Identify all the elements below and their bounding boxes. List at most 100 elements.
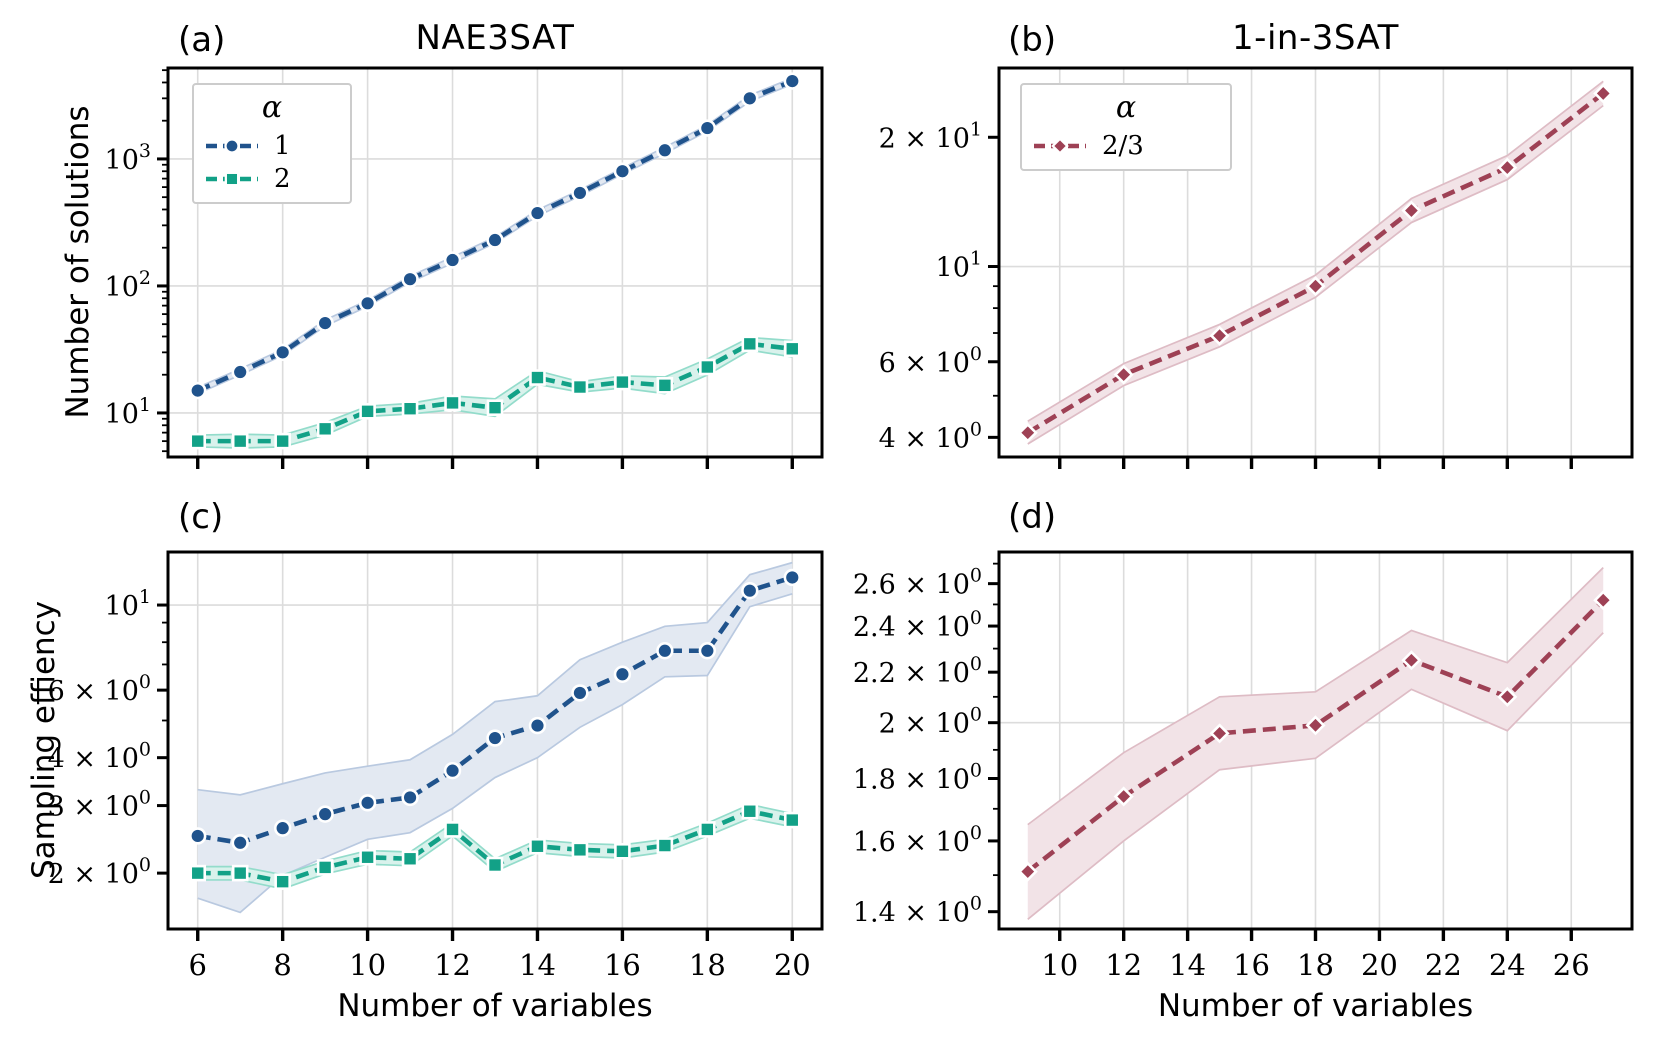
x-axis-label-right: Number of variables (1157, 988, 1474, 1024)
tick-label: 22 (1425, 948, 1462, 982)
legend-panel-a: α 1 2 (192, 83, 352, 204)
data-point-marker-square (444, 394, 461, 412)
data-point-marker-circle (741, 89, 759, 108)
y-axis-label-sampling-efficiency: Sampling effiency (26, 600, 62, 880)
band-edge-lower (1027, 104, 1604, 445)
tick-label: 102 (105, 267, 151, 303)
data-point-marker-circle (189, 827, 207, 845)
data-point-marker-circle (741, 581, 759, 600)
tick-label: 12 (1105, 948, 1142, 982)
data-point-marker-circle (358, 294, 377, 313)
panel-c-plot: 6 8 10 12 14 16 18 20 101 6 × 100 4 × 100 3 × 100 2 … (48, 550, 824, 982)
data-point-marker-circle (698, 119, 717, 137)
data-point-marker-circle (698, 642, 717, 660)
data-point-marker-circle (571, 184, 589, 202)
data-point-marker-square (656, 377, 674, 394)
tick-label: 4 × 100 (48, 739, 151, 775)
legend-a-label-1: 1 (274, 130, 291, 161)
axes-spines (166, 66, 824, 459)
data-point-marker-circle (316, 314, 334, 332)
axes-spines (997, 66, 1634, 459)
axes-spines (997, 550, 1634, 931)
data-point-marker-circle (273, 819, 292, 837)
panel-b-plot: 2 × 101 101 6 × 100 4 × 100 (879, 66, 1634, 469)
data-point-marker-square (231, 864, 249, 882)
data-point-marker-square (614, 842, 631, 860)
panel-a-plot: 103 102 101 (105, 66, 824, 469)
data-point-marker-circle (443, 761, 462, 780)
tick-label: 16 (1233, 948, 1270, 982)
data-point-marker-square (699, 821, 716, 838)
legend-b-label-2-3: 2/3 (1102, 130, 1144, 161)
data-point-marker-square (656, 837, 674, 854)
axes-spines (166, 550, 824, 931)
tick-label: 14 (519, 948, 556, 982)
data-point-marker-diamond (1113, 364, 1134, 385)
data-point-marker-square (741, 335, 759, 353)
tick-label: 3 × 100 (48, 787, 151, 823)
data-point-marker-circle (224, 137, 240, 154)
tick-label: 6 × 100 (48, 671, 151, 707)
data-point-marker-square (741, 802, 759, 820)
uncertainty-band (197, 804, 793, 889)
tick-label: 20 (1361, 948, 1398, 982)
data-point-marker-square (231, 432, 249, 450)
data-point-marker-square (359, 848, 376, 866)
data-point-marker-diamond (1017, 861, 1038, 882)
panel-d-series-alpha-2-3 (1017, 566, 1614, 920)
column-title-nae3sat: NAE3SAT (415, 18, 575, 58)
data-point-marker-square (529, 369, 546, 386)
data-point-marker-circle (231, 834, 249, 852)
data-point-marker-circle (656, 642, 674, 660)
data-point-marker-square (529, 837, 546, 855)
tick-label: 1.8 × 100 (853, 760, 982, 796)
data-point-marker-square (486, 399, 504, 416)
band-edge-lower (197, 349, 793, 449)
tick-label: 8 (273, 948, 291, 982)
panel-d-plot: 10 12 14 16 18 20 22 24 26 2.6 × 100 2.4 × 100 2.2 … (853, 550, 1634, 982)
data-point-marker-circle (358, 794, 377, 812)
legend-b-entry-2-3: 2/3 (1032, 133, 1220, 159)
legend-swatch-alpha-2 (206, 171, 258, 186)
x-axis-label-left: Number of variables (337, 988, 653, 1024)
tick-label: 2.2 × 100 (853, 653, 982, 689)
panel-a-series-alpha-2 (189, 335, 801, 450)
legend-swatch-alpha-2-3 (1034, 136, 1086, 155)
panel-a-series-alpha-1 (189, 72, 801, 400)
data-point-marker-diamond (1497, 157, 1518, 178)
panel-d-ticks: 10 12 14 16 18 20 22 24 26 2.6 × 100 2.4 × 100 2.2 … (853, 562, 1590, 982)
data-point-marker-circle (571, 684, 589, 702)
data-point-marker-diamond (1401, 650, 1422, 671)
tick-label: 16 (604, 948, 641, 982)
data-point-marker-diamond (1305, 276, 1326, 297)
data-point-marker-diamond (1593, 83, 1614, 104)
data-point-marker-circle (656, 141, 674, 159)
data-point-marker-square (571, 378, 589, 396)
panel-c-series-alpha-1 (189, 561, 801, 914)
legend-a-label-2: 2 (274, 163, 291, 194)
data-point-marker-circle (401, 788, 419, 807)
tick-label: 101 (105, 394, 151, 430)
data-point-marker-circle (443, 251, 462, 269)
data-point-marker-square (274, 873, 291, 890)
data-point-marker-square (444, 821, 461, 838)
data-point-marker-diamond (1017, 422, 1038, 443)
data-point-marker-circle (613, 665, 632, 683)
data-point-marker-circle (783, 568, 801, 587)
data-point-marker-diamond (1051, 136, 1069, 155)
band-edge-upper (1027, 80, 1604, 423)
tick-label: 2 × 100 (879, 704, 982, 740)
panel-b-ticks: 2 × 101 101 6 × 100 4 × 100 (879, 118, 1573, 469)
data-point-marker-circle (486, 729, 504, 747)
data-point-marker-circle (528, 204, 547, 222)
tick-label: 6 (189, 948, 207, 982)
column-title-1in3sat: 1-in-3SAT (1232, 18, 1399, 58)
panel-letter-d: (d) (1008, 497, 1057, 537)
band-edge-lower (1027, 632, 1604, 920)
tick-label: 6 × 100 (879, 343, 982, 379)
data-point-marker-square (401, 850, 419, 868)
tick-label: 2.4 × 100 (853, 607, 982, 643)
panel-letter-c: (c) (178, 497, 224, 537)
data-point-marker-square (614, 373, 631, 391)
